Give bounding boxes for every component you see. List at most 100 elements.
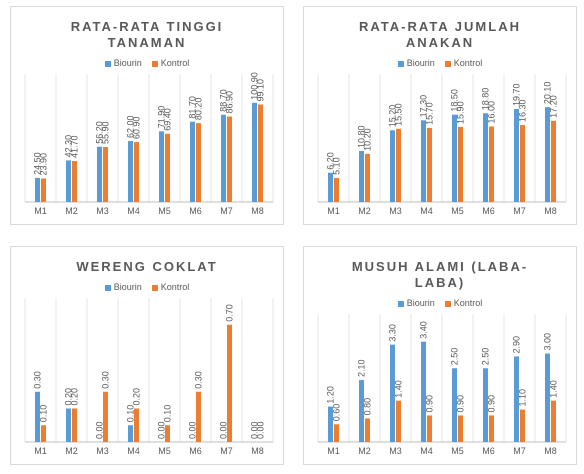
bar	[396, 400, 401, 442]
data-label: 0.10	[163, 405, 173, 423]
bar	[390, 344, 395, 442]
data-label: 5.10	[332, 157, 342, 175]
data-label: 86.90	[225, 91, 235, 114]
legend-swatch	[444, 300, 451, 307]
bar	[128, 425, 133, 442]
data-label: 1.10	[518, 389, 528, 407]
data-label: 0.00	[188, 421, 198, 439]
data-label: 15.70	[425, 102, 435, 125]
bar	[458, 415, 463, 442]
bar	[252, 102, 257, 202]
legend-swatch	[444, 60, 451, 67]
data-label: 10.80	[357, 125, 367, 148]
bar	[134, 408, 139, 442]
bar	[190, 121, 195, 202]
data-label: 0.20	[64, 388, 74, 406]
bar	[551, 120, 556, 202]
legend: Biourin Kontrol	[11, 58, 283, 68]
data-label: 100.90	[250, 72, 260, 100]
data-label: 55.90	[101, 122, 111, 145]
data-label: 60.90	[132, 117, 142, 140]
x-tick-label: M3	[389, 206, 402, 216]
legend-swatch	[151, 60, 158, 67]
data-label: 0.00	[256, 421, 266, 439]
data-label: 71.90	[157, 106, 167, 129]
data-label: 88.70	[219, 89, 229, 112]
data-label: 41.70	[70, 135, 80, 158]
data-label: 0.30	[33, 371, 43, 389]
bar	[514, 109, 519, 202]
legend-item: Biourin	[104, 282, 142, 292]
bar	[421, 341, 426, 442]
data-label: 0.00	[250, 421, 260, 439]
legend-swatch	[397, 300, 404, 307]
bar	[365, 153, 370, 202]
data-label: 24.50	[33, 152, 43, 175]
legend-label: Kontrol	[160, 58, 190, 68]
data-label: 0.00	[95, 421, 105, 439]
chart-title: RATA-RATA TINGGI TANAMAN	[70, 19, 224, 50]
x-tick-label: M4	[420, 206, 433, 216]
bar	[545, 107, 550, 202]
bar	[72, 160, 77, 202]
bar	[227, 116, 232, 202]
x-tick-label: M6	[189, 446, 202, 456]
x-tick-label: M6	[482, 446, 495, 456]
chart-title: RATA-RATA JUMLAH ANAKAN	[359, 19, 521, 50]
data-label: 99.10	[256, 79, 266, 102]
bar	[396, 128, 401, 202]
data-label: 10.20	[363, 128, 373, 151]
x-tick-label: M2	[358, 206, 371, 216]
bar	[72, 408, 77, 442]
x-tick-label: M3	[96, 206, 109, 216]
data-label: 2.50	[450, 348, 460, 366]
x-tick-label: M4	[127, 206, 140, 216]
data-label: 0.20	[70, 388, 80, 406]
data-label: 23.90	[39, 153, 49, 176]
bar	[35, 391, 40, 442]
legend-swatch	[151, 284, 158, 291]
bar	[134, 142, 139, 202]
bar	[545, 353, 550, 442]
data-label: 2.90	[512, 336, 522, 354]
legend: Biourin Kontrol	[11, 282, 283, 292]
legend-label: Kontrol	[453, 58, 483, 68]
data-label: 18.80	[481, 88, 491, 111]
data-label: 2.50	[481, 348, 491, 366]
x-tick-label: M4	[127, 446, 140, 456]
bar	[483, 368, 488, 442]
data-label: 0.30	[101, 371, 111, 389]
bar	[489, 126, 494, 202]
legend-label: Biourin	[113, 282, 142, 292]
bar	[35, 177, 40, 202]
legend-item: Kontrol	[151, 58, 190, 68]
data-label: 0.90	[456, 395, 466, 413]
x-tick-label: M1	[34, 446, 47, 456]
bar	[66, 408, 71, 442]
bar	[390, 130, 395, 202]
data-label: 69.40	[163, 108, 173, 131]
data-label: 15.20	[388, 105, 398, 128]
x-tick-label: M5	[158, 206, 171, 216]
data-label: 20.10	[543, 82, 553, 105]
data-label: 17.30	[419, 95, 429, 118]
x-tick-label: M5	[158, 446, 171, 456]
x-tick-label: M3	[96, 446, 109, 456]
bar	[520, 409, 525, 442]
legend-item: Biourin	[397, 58, 435, 68]
legend-swatch	[104, 60, 111, 67]
data-label: 0.20	[132, 388, 142, 406]
legend-label: Kontrol	[453, 298, 483, 308]
bar	[452, 114, 457, 202]
data-label: 0.30	[194, 371, 204, 389]
bar	[520, 125, 525, 202]
data-label: 17.20	[549, 95, 559, 118]
bar	[452, 368, 457, 442]
x-tick-label: M8	[544, 446, 557, 456]
bar	[128, 141, 133, 202]
data-label: 0.60	[332, 404, 342, 422]
chart-panel: RATA-RATA JUMLAH ANAKAN Biourin Kontrol M1 6…	[303, 6, 577, 225]
data-label: 15.90	[456, 101, 466, 124]
bar	[196, 123, 201, 202]
chart-panel: RATA-RATA TINGGI TANAMAN Biourin Kontrol M1…	[10, 6, 284, 225]
